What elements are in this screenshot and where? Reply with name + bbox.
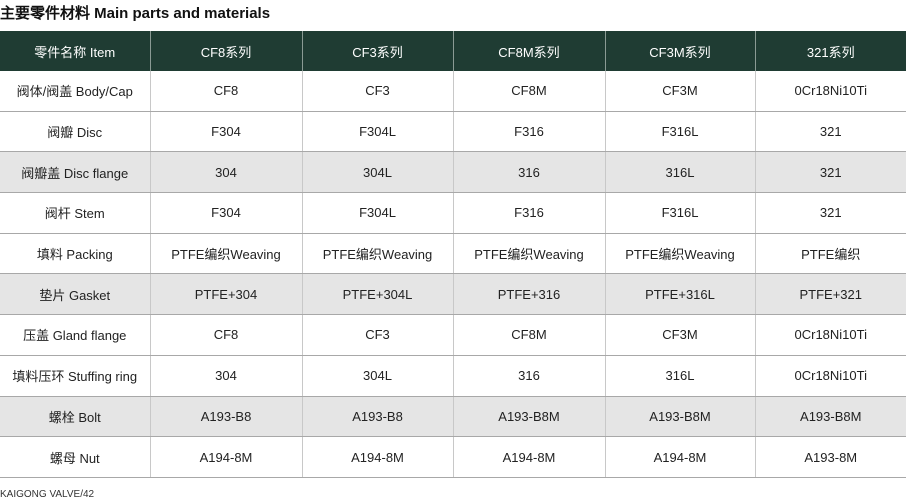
material-cell: F304L [302, 111, 454, 153]
header-cell: 零件名称 Item [0, 31, 151, 71]
material-cell: PTFE编织Weaving [302, 233, 454, 275]
header-cell: CF8M系列 [453, 31, 606, 71]
item-cell: 阀体/阀盖 Body/Cap [0, 71, 151, 112]
header-cell: CF3系列 [302, 31, 454, 71]
material-cell: 0Cr18Ni10Ti [755, 314, 906, 356]
material-cell: F304 [150, 111, 303, 153]
table-body: 阀体/阀盖 Body/Cap CF8 CF3 CF8M CF3M 0Cr18Ni10Ti 阀… [0, 71, 906, 478]
material-cell: F316 [453, 111, 606, 153]
material-cell: CF3 [302, 314, 454, 356]
parts-table: 零件名称 Item CF8系列 CF3系列 CF8M系列 CF3M系列 321系列 阀体/… [0, 31, 906, 478]
material-cell: 304 [150, 355, 303, 397]
footer: KAIGONG VALVE/42 [0, 489, 95, 500]
table-row: 填料 Packing PTFE编织Weaving PTFE编织Weaving PTFE… [0, 233, 906, 275]
material-cell: PTFE编织Weaving [605, 233, 756, 275]
material-cell: 316L [605, 151, 756, 194]
material-cell: CF3M [605, 71, 756, 112]
material-cell: PTFE+304L [302, 273, 454, 316]
material-cell: 321 [755, 192, 906, 234]
material-cell: 321 [755, 151, 906, 194]
material-cell: 304L [302, 355, 454, 397]
material-cell: F304L [302, 192, 454, 234]
material-cell: CF8 [150, 314, 303, 356]
table-row: 螺栓 Bolt A193-B8 A193-B8 A193-B8M A193-B8M A19… [0, 396, 906, 438]
material-cell: PTFE+316L [605, 273, 756, 316]
material-cell: PTFE编织Weaving [150, 233, 303, 275]
material-cell: 0Cr18Ni10Ti [755, 355, 906, 397]
item-cell: 填料 Packing [0, 233, 151, 275]
material-cell: CF3 [302, 71, 454, 112]
item-cell: 阀瓣 Disc [0, 111, 151, 153]
item-cell: 阀杆 Stem [0, 192, 151, 234]
material-cell: F316L [605, 111, 756, 153]
material-cell: PTFE编织 [755, 233, 906, 275]
material-cell: A193-8M [755, 436, 906, 478]
material-cell: 316 [453, 151, 606, 194]
item-cell: 螺栓 Bolt [0, 396, 151, 438]
material-cell: F316 [453, 192, 606, 234]
item-cell: 螺母 Nut [0, 436, 151, 478]
table-row: 填料压环 Stuffing ring 304 304L 316 316L 0Cr18Ni1… [0, 355, 906, 397]
material-cell: 304 [150, 151, 303, 194]
material-cell: 304L [302, 151, 454, 194]
material-cell: PTFE编织Weaving [453, 233, 606, 275]
material-cell: 316 [453, 355, 606, 397]
material-cell: A193-B8M [755, 396, 906, 438]
material-cell: F316L [605, 192, 756, 234]
header-cell: 321系列 [755, 31, 906, 71]
material-cell: A194-8M [302, 436, 454, 478]
material-cell: A194-8M [453, 436, 606, 478]
header-cell: CF3M系列 [605, 31, 756, 71]
material-cell: PTFE+304 [150, 273, 303, 316]
material-cell: CF8 [150, 71, 303, 112]
item-cell: 压盖 Gland flange [0, 314, 151, 356]
material-cell: 316L [605, 355, 756, 397]
header-row: 零件名称 Item CF8系列 CF3系列 CF8M系列 CF3M系列 321系列 [0, 31, 906, 71]
table-row: 压盖 Gland flange CF8 CF3 CF8M CF3M 0Cr18Ni10Ti [0, 314, 906, 356]
item-cell: 填料压环 Stuffing ring [0, 355, 151, 397]
item-cell: 垫片 Gasket [0, 273, 151, 316]
material-cell: A193-B8M [453, 396, 606, 438]
material-cell: 0Cr18Ni10Ti [755, 71, 906, 112]
table-row: 阀体/阀盖 Body/Cap CF8 CF3 CF8M CF3M 0Cr18Ni10Ti [0, 71, 906, 112]
material-cell: CF3M [605, 314, 756, 356]
material-cell: PTFE+321 [755, 273, 906, 316]
table-row: 阀杆 Stem F304 F304L F316 F316L 321 [0, 192, 906, 234]
table-row: 螺母 Nut A194-8M A194-8M A194-8M A194-8M A193-8… [0, 436, 906, 478]
material-cell: F304 [150, 192, 303, 234]
material-cell: CF8M [453, 71, 606, 112]
table-row: 垫片 Gasket PTFE+304 PTFE+304L PTFE+316 PTFE+3… [0, 273, 906, 316]
item-cell: 阀瓣盖 Disc flange [0, 151, 151, 194]
material-cell: 321 [755, 111, 906, 153]
material-cell: A193-B8 [150, 396, 303, 438]
material-cell: A193-B8 [302, 396, 454, 438]
table-row: 阀瓣 Disc F304 F304L F316 F316L 321 [0, 111, 906, 153]
table-row: 阀瓣盖 Disc flange 304 304L 316 316L 321 [0, 151, 906, 194]
material-cell: A194-8M [605, 436, 756, 478]
material-cell: A193-B8M [605, 396, 756, 438]
material-cell: PTFE+316 [453, 273, 606, 316]
title: 主要零件材料 Main parts and materials [0, 5, 271, 22]
header-cell: CF8系列 [150, 31, 303, 71]
material-cell: CF8M [453, 314, 606, 356]
material-cell: A194-8M [150, 436, 303, 478]
